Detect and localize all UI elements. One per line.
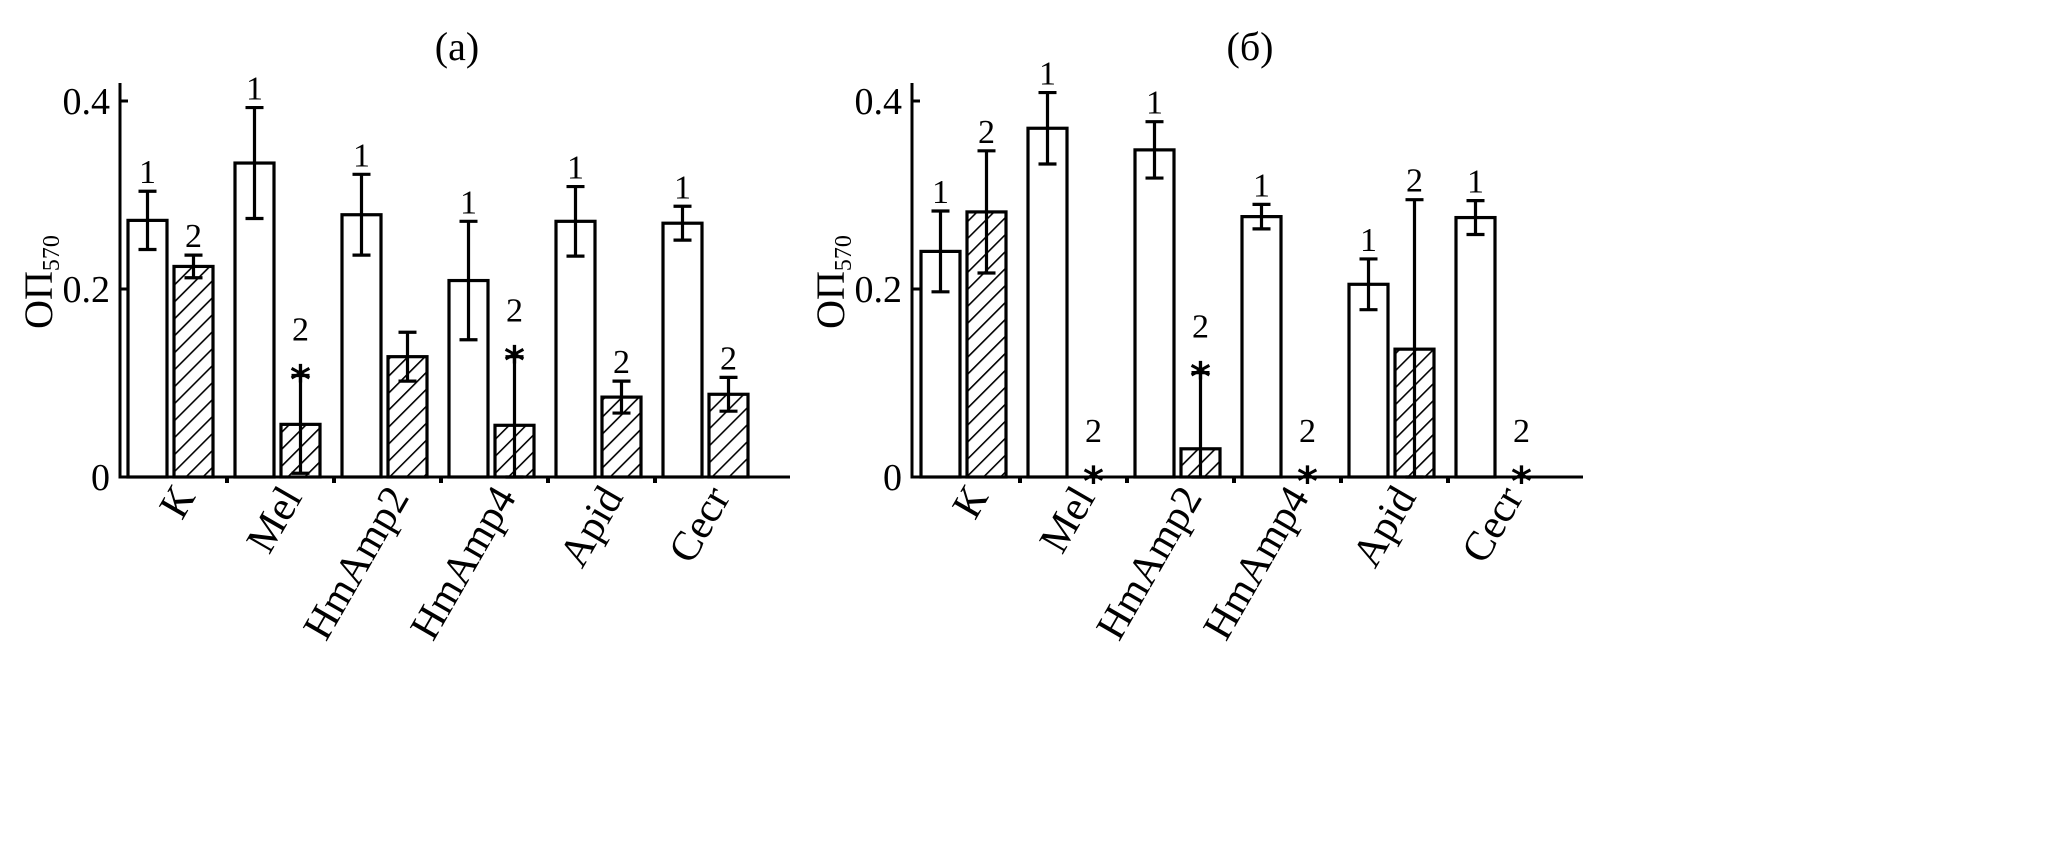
category-label: К xyxy=(944,478,998,526)
bar-series-label: 1 xyxy=(1253,167,1270,204)
bar-mel-1 xyxy=(1026,126,1069,479)
bar-hmamp2-1 xyxy=(340,213,383,479)
y-tick-label: 0.2 xyxy=(855,269,903,311)
y-tick-label: 0.4 xyxy=(63,81,111,123)
bar-series-label: 2 xyxy=(1406,163,1423,200)
category-label: Cecr xyxy=(660,479,739,571)
y-tick-label: 0.4 xyxy=(855,81,903,123)
y-axis-label-main: ОП xyxy=(808,271,853,329)
bar-series-label: 1 xyxy=(932,174,949,211)
bar-cecr-1 xyxy=(661,221,704,479)
bar-apid-1 xyxy=(554,219,597,479)
bar-series-label: 1 xyxy=(1039,56,1056,93)
bar-к-2 xyxy=(172,264,215,479)
y-axis-label: ОП570 xyxy=(808,235,857,329)
bar-series-label: 2 xyxy=(720,340,737,377)
category-label: К xyxy=(151,478,205,526)
bar-series-label: 1 xyxy=(460,184,477,221)
category-label: Apid xyxy=(1344,479,1426,575)
category-label: HmAmp2 xyxy=(295,479,419,647)
bar-series-label: 1 xyxy=(567,150,584,187)
bar-series-label: 2 xyxy=(1192,309,1209,346)
category-label: Mel xyxy=(238,479,312,561)
bar-series-label: 2 xyxy=(1513,413,1530,450)
bar-series-label: 1 xyxy=(1360,222,1377,259)
bar-series-label: 2 xyxy=(1299,413,1316,450)
bar-series-label: 1 xyxy=(1467,164,1484,201)
chart-panel-1: (а)00.20.4ОП57012К1*2Mel1HmAmp21*2HmAmp4… xyxy=(16,24,790,647)
category-label: HmAmp4 xyxy=(402,479,526,647)
y-axis-label: ОП570 xyxy=(16,235,65,329)
bar-series-label: 1 xyxy=(139,154,156,191)
category-label: HmAmp2 xyxy=(1088,479,1212,647)
significance-star: * xyxy=(1190,355,1211,401)
bar-hmamp4-1 xyxy=(1240,215,1283,479)
significance-star: * xyxy=(1297,459,1318,505)
chart-panel-2: (б)00.20.4ОП57012К1*2Mel1*2HmAmp21*2HmAm… xyxy=(808,24,1583,647)
bar-series-label: 2 xyxy=(292,311,309,348)
y-axis-label-subscript: 570 xyxy=(39,235,65,271)
bar-series-label: 2 xyxy=(506,293,523,330)
bar-к-1 xyxy=(126,218,169,479)
significance-star: * xyxy=(1083,459,1104,505)
y-axis-label-subscript: 570 xyxy=(831,235,857,271)
category-label: Apid xyxy=(551,479,633,575)
bar-series-label: 1 xyxy=(1146,85,1163,122)
bar-series-label: 2 xyxy=(1085,413,1102,450)
bar-cecr-1 xyxy=(1454,215,1497,479)
bar-series-label: 2 xyxy=(978,114,995,151)
bar-series-label: 1 xyxy=(353,137,370,174)
significance-star: * xyxy=(1511,459,1532,505)
significance-star: * xyxy=(290,357,311,403)
chart-title: (б) xyxy=(1227,24,1274,69)
y-axis-label-main: ОП xyxy=(16,271,61,329)
bar-series-label: 2 xyxy=(613,344,630,381)
bar-series-label: 2 xyxy=(185,218,202,255)
bar-series-label: 1 xyxy=(674,169,691,206)
bar-series-label: 1 xyxy=(246,71,263,108)
y-tick-label: 0 xyxy=(91,457,110,499)
significance-star: * xyxy=(504,339,525,385)
y-tick-label: 0.2 xyxy=(63,269,111,311)
category-label: HmAmp4 xyxy=(1195,479,1319,647)
bar-apid-1 xyxy=(1347,282,1390,479)
chart-title: (а) xyxy=(435,24,479,69)
y-tick-label: 0 xyxy=(883,457,902,499)
bar-hmamp2-1 xyxy=(1133,148,1176,479)
